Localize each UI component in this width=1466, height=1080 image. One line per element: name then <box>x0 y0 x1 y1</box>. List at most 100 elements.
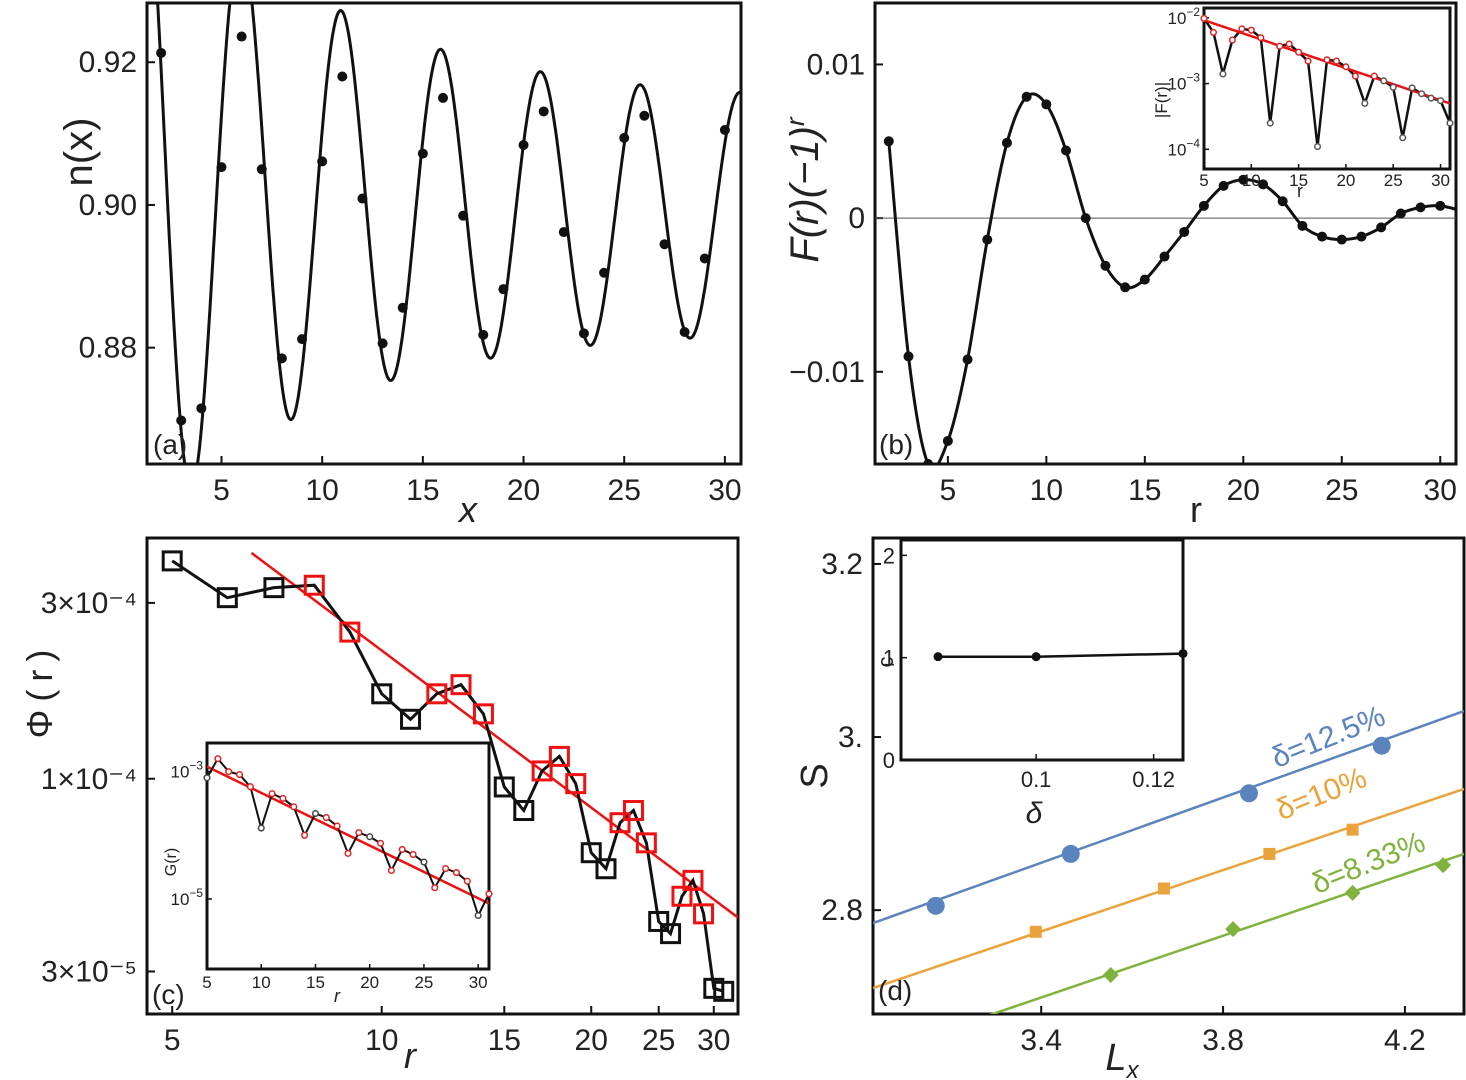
x-tick-label: 30 <box>708 474 741 507</box>
inset-x-tick-label: 0.1 <box>1021 767 1052 792</box>
data-point <box>156 47 167 58</box>
x-tick-label: 10 <box>365 1024 398 1057</box>
data-point <box>1159 251 1170 262</box>
x-axis-label: Lx <box>1105 1037 1139 1080</box>
inset-data-point <box>1323 56 1331 64</box>
x-tick-label: 20 <box>507 474 540 507</box>
data-square <box>682 869 704 891</box>
inset-data-point <box>376 839 385 847</box>
inset-data-point <box>1408 84 1416 92</box>
data-point <box>1277 196 1288 207</box>
data-square <box>713 980 735 1002</box>
data-point <box>397 302 408 313</box>
data-point <box>1395 208 1406 219</box>
inset-data-point <box>431 884 439 892</box>
data-point <box>1139 274 1150 285</box>
inset-data-point <box>1238 25 1246 33</box>
data-point <box>538 106 549 117</box>
data-square <box>565 773 587 795</box>
data-point <box>1120 282 1131 293</box>
data-point <box>1100 260 1111 271</box>
data-point <box>498 284 509 295</box>
data-point <box>196 403 207 414</box>
x-axis-label: x <box>457 489 479 530</box>
inset-data-point <box>474 911 482 920</box>
data-point <box>982 234 993 245</box>
inset-x-tick-label: 10 <box>252 973 271 992</box>
data-point <box>1257 179 1268 190</box>
data-point <box>1080 213 1091 224</box>
data-point <box>926 896 945 915</box>
data-point <box>1356 231 1367 242</box>
x-tick-label: 15 <box>406 474 439 507</box>
inset-x-tick-label: 25 <box>414 973 433 992</box>
panel-d: 3.4 3.8 4.22.83.3.2δ=12.5%δ=10%δ=8.33%(d)L… <box>794 536 1466 1080</box>
inset-y-tick-label: 10−5 <box>171 886 204 909</box>
data-square <box>493 776 515 798</box>
data-point <box>1061 844 1080 863</box>
y-tick-label: 1×10⁻⁴ <box>41 763 137 796</box>
inset-data-point <box>420 858 428 866</box>
inset-data-point <box>214 755 222 763</box>
inset-x-tick-label: 10 <box>1242 171 1261 190</box>
data-point <box>458 210 469 221</box>
data-point <box>1346 823 1359 836</box>
data-square <box>548 745 570 767</box>
data-square <box>216 587 238 609</box>
inset-data-point <box>1247 26 1255 34</box>
data-point <box>1179 226 1190 237</box>
plot-frame <box>145 1 743 466</box>
data-point <box>659 239 670 250</box>
data-square <box>693 903 715 925</box>
data-point <box>1415 202 1426 213</box>
inset-data-point <box>1418 90 1426 98</box>
y-axis-label: n(x) <box>57 118 101 187</box>
data-point <box>1157 882 1170 895</box>
inset-y-tick-label: 0 <box>883 748 895 773</box>
data-square <box>303 574 325 596</box>
inset-data-point <box>1257 34 1265 42</box>
phi-line <box>171 559 725 993</box>
inset-data-point <box>268 790 276 798</box>
inset-data-point <box>235 771 244 779</box>
inset-data-point <box>1178 649 1188 659</box>
y-tick-label: 0.88 <box>79 332 137 365</box>
inset-data-point <box>398 845 406 853</box>
inset-data-point <box>1436 97 1445 105</box>
data-square <box>400 708 422 730</box>
data-point <box>1317 231 1328 242</box>
data-point <box>903 351 914 362</box>
data-square <box>609 812 631 834</box>
data-point <box>1102 967 1119 984</box>
data-point <box>256 164 267 175</box>
data-point <box>216 162 227 173</box>
inset-y-tick-label: 10−3 <box>1168 71 1201 94</box>
y-tick-label: 0.92 <box>79 46 137 79</box>
inset-x-tick-label: 5 <box>1199 171 1208 190</box>
data-point <box>1225 921 1242 938</box>
inset-x-tick-label: 25 <box>1384 171 1403 190</box>
data-square <box>450 674 472 696</box>
inset-data-point <box>1399 134 1407 142</box>
inset-y-tick-label: 10−4 <box>1168 136 1201 159</box>
data-point <box>1372 736 1391 755</box>
inset-data-point <box>485 890 493 898</box>
data-square <box>426 683 448 705</box>
data-point <box>518 140 529 151</box>
panel-c: 5 10 15 20 25 30 3×10⁻⁵ 1×10⁻⁴ 3×10⁻⁴ (c) r Φ(r) 5 10… <box>19 536 740 1076</box>
data-point <box>1239 784 1258 803</box>
inset-x-tick-label: 30 <box>469 973 488 992</box>
inset-data-point <box>1209 28 1218 36</box>
data-point <box>578 328 589 339</box>
inset-data-point <box>1313 143 1322 151</box>
x-tick-label: 5 <box>164 1024 181 1057</box>
inset-data-point <box>1031 652 1041 662</box>
inset-x-tick-label: 30 <box>1431 171 1450 190</box>
inset-data-point <box>463 877 471 885</box>
data-square <box>660 923 682 945</box>
inset-data-point <box>1446 119 1454 127</box>
y-tick-label: 0.01 <box>807 48 865 81</box>
data-point <box>619 132 630 143</box>
panel-label: (c) <box>152 979 185 1010</box>
